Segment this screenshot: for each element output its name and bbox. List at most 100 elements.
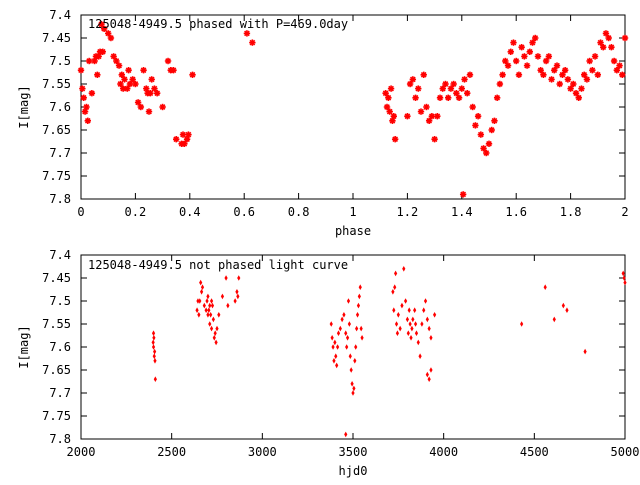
data-point bbox=[196, 298, 200, 304]
data-point bbox=[485, 140, 493, 147]
data-point bbox=[415, 85, 422, 92]
data-point bbox=[140, 67, 147, 74]
data-point bbox=[211, 316, 215, 323]
data-point bbox=[610, 57, 618, 65]
data-point bbox=[425, 371, 429, 378]
data-point bbox=[207, 307, 211, 313]
data-point bbox=[356, 302, 361, 309]
data-point bbox=[159, 103, 166, 111]
data-point bbox=[510, 39, 517, 46]
data-point bbox=[488, 126, 495, 134]
data-point bbox=[623, 279, 627, 286]
data-point bbox=[358, 284, 362, 290]
y-tick-label: 7.55 bbox=[42, 317, 71, 331]
x-tick-label: 1.4 bbox=[451, 205, 473, 219]
data-point bbox=[410, 325, 414, 332]
data-point bbox=[605, 34, 612, 42]
data-point bbox=[406, 330, 410, 336]
data-point bbox=[340, 316, 344, 323]
data-point bbox=[200, 284, 205, 290]
x-tick-label: 0 bbox=[77, 205, 84, 219]
chart-title: 125048-4949.5 phased with P=469.0day bbox=[88, 17, 348, 31]
data-point bbox=[400, 302, 404, 309]
data-point bbox=[151, 330, 156, 336]
data-point bbox=[583, 348, 587, 355]
data-point bbox=[344, 330, 348, 336]
data-point bbox=[621, 270, 625, 277]
y-tick-label: 7.5 bbox=[49, 54, 71, 68]
data-point bbox=[105, 30, 112, 37]
data-point bbox=[350, 381, 354, 387]
data-point bbox=[404, 113, 411, 120]
data-point bbox=[565, 307, 569, 313]
data-point bbox=[209, 298, 214, 304]
x-axis-label: hjd0 bbox=[339, 464, 368, 478]
data-point bbox=[420, 71, 427, 78]
data-point bbox=[390, 113, 397, 120]
data-point bbox=[513, 57, 520, 65]
data-point bbox=[459, 191, 467, 198]
data-point bbox=[521, 53, 528, 60]
data-point bbox=[608, 44, 615, 51]
data-point bbox=[124, 85, 131, 92]
data-point bbox=[552, 316, 556, 323]
y-tick-label: 7.45 bbox=[42, 271, 71, 285]
data-point bbox=[179, 131, 187, 138]
plot-frame bbox=[80, 254, 626, 440]
data-point bbox=[336, 330, 341, 336]
data-point bbox=[567, 85, 574, 92]
data-point bbox=[583, 76, 591, 83]
data-point bbox=[559, 71, 566, 78]
data-point bbox=[208, 321, 212, 327]
data-point bbox=[385, 94, 392, 101]
data-point bbox=[118, 71, 125, 78]
data-point bbox=[212, 335, 216, 341]
y-tick-label: 7.4 bbox=[49, 8, 71, 22]
data-point bbox=[335, 344, 340, 350]
data-point bbox=[344, 431, 348, 438]
data-point bbox=[409, 76, 417, 83]
y-tick-label: 7.6 bbox=[49, 100, 71, 114]
data-point bbox=[382, 90, 389, 97]
data-point bbox=[398, 325, 402, 332]
data-point bbox=[493, 94, 501, 101]
data-point bbox=[619, 71, 626, 78]
data-point bbox=[224, 275, 228, 281]
data-points bbox=[151, 266, 627, 438]
data-point bbox=[355, 325, 359, 332]
data-point bbox=[543, 284, 547, 290]
data-point bbox=[199, 279, 203, 286]
data-point bbox=[523, 62, 531, 69]
x-tick-label: 0.2 bbox=[125, 205, 147, 219]
data-point bbox=[99, 48, 106, 55]
data-point bbox=[220, 293, 225, 300]
data-point bbox=[355, 312, 360, 318]
data-point bbox=[330, 335, 334, 341]
data-point bbox=[425, 117, 433, 124]
data-point bbox=[483, 149, 490, 157]
data-point bbox=[434, 113, 441, 120]
data-point bbox=[594, 71, 601, 78]
data-point bbox=[553, 62, 561, 69]
data-point bbox=[425, 316, 429, 323]
data-point bbox=[542, 57, 550, 65]
data-point bbox=[502, 57, 509, 65]
data-point bbox=[411, 316, 415, 323]
data-point bbox=[458, 85, 465, 92]
data-point bbox=[427, 325, 431, 332]
data-point bbox=[613, 67, 621, 74]
data-point bbox=[591, 53, 599, 60]
data-point bbox=[589, 67, 596, 74]
data-point bbox=[581, 71, 588, 78]
data-point bbox=[515, 71, 523, 78]
data-point bbox=[413, 321, 418, 327]
data-point bbox=[213, 330, 217, 336]
unphased-light-curve-panel: 2000 2500 3000 3500 4000 4500 5000 7.4 7.45 7.5 7.… bbox=[17, 248, 639, 478]
data-point bbox=[249, 39, 256, 46]
data-point bbox=[422, 307, 426, 313]
x-tick-label: 1.6 bbox=[505, 205, 527, 219]
data-point bbox=[113, 57, 120, 65]
data-point bbox=[472, 122, 479, 129]
data-point bbox=[395, 330, 400, 336]
